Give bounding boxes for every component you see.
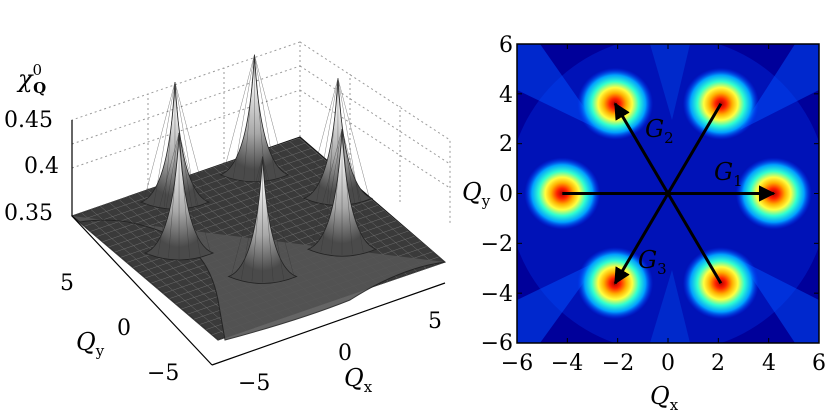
x-tick-label: 0: [338, 341, 352, 366]
vector-label-g3: G3: [638, 246, 667, 278]
peak-mesh-line: [320, 129, 343, 253]
z-axis-label: χ0 Q: [16, 61, 46, 97]
peak-mesh-line: [232, 54, 255, 178]
y-tick-label: 0: [117, 316, 131, 341]
mesh-line: [298, 137, 446, 263]
heatmap-plot: G1 G2 G3 6 4 2 0 −2 −4 −6 −6 −4 −2 0 2 4…: [462, 33, 826, 414]
peak-mesh-line: [142, 82, 176, 204]
peak-mesh-line: [153, 82, 176, 206]
y-tick-label: −2: [481, 232, 513, 257]
peak-mesh-line: [222, 54, 255, 177]
x-tick-label: 6: [812, 351, 826, 376]
peak-mesh-line: [254, 54, 276, 178]
x-tick-label: −5: [238, 371, 270, 396]
heatmap-tick-marks: [516, 43, 820, 344]
mesh-line: [289, 141, 436, 266]
peak-mesh-line: [241, 156, 263, 280]
heatmap-y-ticks: 6 4 2 0 −2 −4 −6: [481, 33, 513, 356]
peak-mesh-line: [337, 78, 371, 200]
peak-mesh-line: [341, 129, 353, 254]
peak-mesh-line: [327, 78, 339, 203]
peak-mesh-line: [178, 132, 201, 257]
peak-mesh-line: [262, 156, 274, 282]
peak-mesh-line: [341, 129, 364, 253]
x-tick-label: 0: [661, 351, 675, 376]
peak-mesh-line: [164, 82, 176, 207]
x-tick-label: 4: [762, 351, 776, 376]
surface-peaks: [139, 54, 378, 284]
surface-box-grid: [71, 41, 451, 225]
heatmap-x-axis-label: Qx: [650, 382, 679, 414]
z-tick-label: 0.4: [24, 154, 59, 179]
peak-mesh-line: [230, 156, 263, 279]
peak-mesh-line: [305, 78, 339, 200]
peak-mesh-line: [341, 129, 375, 251]
heatmap-y-axis-label: Qy: [462, 178, 491, 210]
peak-mesh-line: [309, 129, 343, 251]
peak-mesh-line: [174, 82, 208, 204]
surface-y-axis-label: Qy: [76, 328, 105, 360]
y-tick-label: 6: [499, 33, 513, 58]
surface-y-ticks: 5 0 −5: [60, 271, 179, 386]
y-tick-label: 4: [499, 83, 513, 108]
vector-g3: [613, 103, 723, 285]
peak-mesh-line: [243, 54, 255, 180]
y-tick-label: 2: [499, 132, 513, 157]
z-tick-label: 0.45: [4, 108, 53, 133]
vector-label-g2: G2: [645, 115, 674, 147]
y-tick-label: −5: [147, 361, 179, 386]
mesh-line: [279, 144, 427, 269]
peak-mesh-line: [316, 78, 339, 202]
reciprocal-vectors: [562, 102, 776, 285]
surface-x-axis-label: Qx: [344, 364, 373, 396]
y-tick-label: 0: [499, 182, 513, 207]
x-tick-label: −4: [551, 351, 583, 376]
y-tick-label: 5: [60, 271, 74, 296]
surface-plot: 0.45 0.4 0.35 5 0 −5 −5 0 5 χ0 Q Qy Qx: [4, 41, 451, 396]
peak-mesh-line: [262, 156, 295, 279]
peak-mesh-line: [178, 132, 190, 258]
peak-mesh-line: [254, 54, 287, 177]
x-tick-label: 5: [428, 309, 442, 334]
peak-mesh-line: [178, 132, 212, 255]
heatmap-x-ticks: −6 −4 −2 0 2 4 6: [501, 351, 826, 376]
x-tick-label: 2: [711, 351, 725, 376]
peak-mesh-line: [168, 132, 180, 258]
x-tick-label: −6: [501, 351, 533, 376]
y-tick-label: −6: [481, 331, 513, 356]
peak-mesh-line: [331, 129, 343, 254]
vector-label-g1: G1: [714, 158, 743, 190]
z-tick-label: 0.35: [4, 201, 53, 226]
x-tick-label: −2: [602, 351, 634, 376]
peak-mesh-line: [262, 156, 285, 280]
surface-z-ticks: 0.45 0.4 0.35: [4, 108, 59, 226]
peak-mesh-line: [157, 132, 180, 257]
peak-mesh-line: [146, 132, 180, 255]
surface-axes: [71, 120, 446, 366]
peak-mesh-line: [251, 156, 263, 282]
y-tick-label: −4: [481, 282, 513, 307]
surface-x-ticks: −5 0 5: [238, 309, 442, 396]
